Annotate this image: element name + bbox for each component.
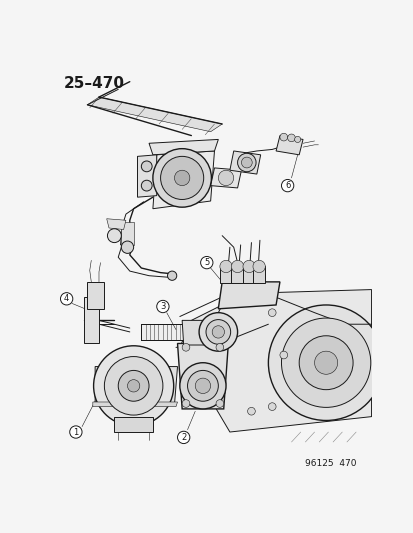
Polygon shape	[149, 140, 218, 155]
Polygon shape	[137, 155, 157, 197]
Circle shape	[121, 241, 133, 253]
Circle shape	[219, 260, 232, 273]
Circle shape	[107, 229, 121, 243]
Circle shape	[279, 351, 287, 359]
Circle shape	[141, 161, 152, 172]
Circle shape	[157, 301, 169, 313]
Circle shape	[211, 326, 224, 338]
Polygon shape	[93, 402, 177, 407]
Circle shape	[93, 346, 173, 426]
Circle shape	[247, 407, 255, 415]
Text: 6: 6	[284, 181, 290, 190]
Circle shape	[218, 170, 233, 185]
Polygon shape	[152, 151, 214, 209]
Polygon shape	[275, 135, 302, 155]
Polygon shape	[218, 282, 279, 309]
Circle shape	[167, 271, 176, 280]
Circle shape	[179, 363, 225, 409]
Circle shape	[231, 260, 243, 273]
Circle shape	[281, 318, 370, 407]
Circle shape	[314, 351, 337, 374]
Circle shape	[195, 378, 210, 393]
Bar	[242, 266, 255, 284]
Text: 2: 2	[180, 433, 186, 442]
Circle shape	[127, 379, 140, 392]
Circle shape	[281, 180, 293, 192]
Circle shape	[118, 370, 149, 401]
Circle shape	[206, 320, 230, 344]
Polygon shape	[87, 97, 222, 132]
Bar	[87, 282, 104, 309]
Polygon shape	[177, 343, 228, 409]
Circle shape	[69, 426, 82, 438]
Text: 4: 4	[64, 294, 69, 303]
Circle shape	[299, 336, 352, 390]
Circle shape	[177, 431, 190, 443]
Bar	[219, 266, 232, 284]
Polygon shape	[179, 289, 371, 432]
Circle shape	[268, 309, 275, 317]
Circle shape	[268, 305, 383, 421]
Polygon shape	[182, 320, 223, 345]
Circle shape	[287, 134, 294, 142]
Bar	[231, 266, 243, 284]
Circle shape	[199, 313, 237, 351]
Polygon shape	[107, 219, 126, 230]
Circle shape	[160, 156, 203, 199]
Circle shape	[182, 400, 190, 407]
Circle shape	[216, 400, 223, 407]
Polygon shape	[210, 168, 241, 188]
Circle shape	[216, 343, 223, 351]
Polygon shape	[95, 367, 177, 405]
Circle shape	[187, 370, 218, 401]
Circle shape	[252, 260, 265, 273]
Circle shape	[174, 170, 190, 185]
Circle shape	[141, 180, 152, 191]
Circle shape	[241, 157, 252, 168]
Circle shape	[60, 293, 73, 305]
Bar	[141, 324, 218, 340]
Circle shape	[104, 357, 162, 415]
Text: 5: 5	[204, 258, 209, 267]
Polygon shape	[229, 151, 260, 174]
Circle shape	[237, 154, 256, 172]
Text: 96125  470: 96125 470	[305, 459, 356, 468]
Text: 3: 3	[160, 302, 165, 311]
Circle shape	[268, 403, 275, 410]
Text: 25–470: 25–470	[64, 76, 124, 91]
Circle shape	[242, 260, 255, 273]
Polygon shape	[83, 297, 99, 343]
Circle shape	[200, 256, 212, 269]
Bar	[120, 222, 134, 245]
Circle shape	[279, 133, 287, 141]
Text: 1: 1	[73, 427, 78, 437]
Bar	[114, 417, 152, 432]
Circle shape	[182, 343, 190, 351]
Bar	[252, 266, 265, 284]
Circle shape	[294, 136, 300, 142]
Circle shape	[152, 149, 211, 207]
